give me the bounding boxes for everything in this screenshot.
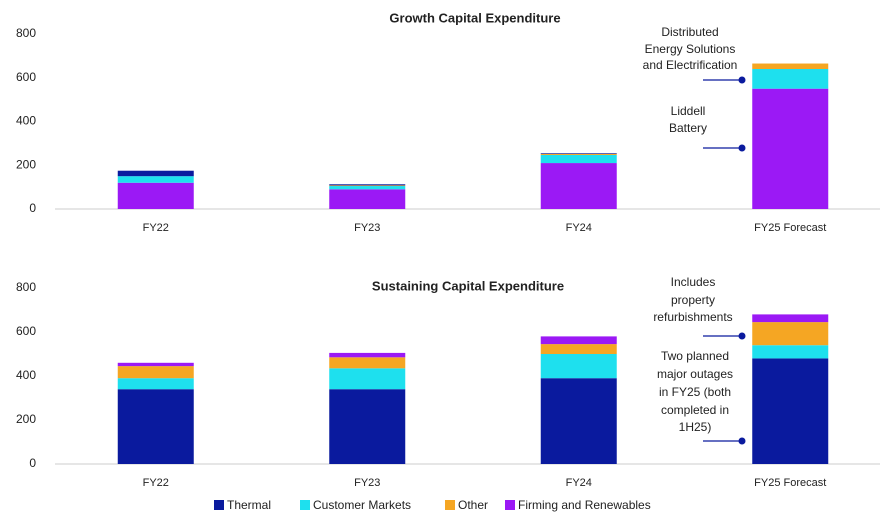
bar-segment bbox=[329, 189, 406, 209]
x-tick-label: FY22 bbox=[143, 222, 169, 234]
legend-swatch bbox=[445, 500, 455, 510]
x-tick-label: FY25 Forecast bbox=[754, 477, 826, 489]
annotation: refurbishments bbox=[653, 310, 732, 324]
y-tick-label: 600 bbox=[16, 324, 36, 338]
bar-segment bbox=[117, 170, 194, 177]
y-tick-label: 0 bbox=[29, 201, 36, 215]
bar-segment bbox=[117, 389, 194, 464]
y-tick-label: 800 bbox=[16, 26, 36, 40]
legend-label: Thermal bbox=[227, 498, 271, 512]
bar-segment bbox=[117, 378, 194, 390]
y-tick-label: 600 bbox=[16, 70, 36, 84]
y-tick-label: 400 bbox=[16, 114, 36, 128]
annotation: Liddell bbox=[671, 104, 706, 118]
annotation: 1H25) bbox=[679, 420, 712, 434]
annotation: completed in bbox=[661, 403, 729, 417]
bar-segment bbox=[752, 345, 829, 359]
bar-segment bbox=[752, 63, 829, 69]
chart-title: Sustaining Capital Expenditure bbox=[372, 278, 564, 293]
bar-segment bbox=[752, 314, 829, 323]
annotation: property bbox=[671, 293, 715, 307]
annotation: and Electrification bbox=[643, 58, 738, 72]
annotation: in FY25 (both bbox=[659, 385, 731, 399]
bar-segment bbox=[329, 184, 406, 186]
annotation-dot bbox=[738, 144, 746, 152]
bar-segment bbox=[752, 69, 829, 89]
x-tick-label: FY24 bbox=[566, 477, 592, 489]
annotation-dot bbox=[738, 76, 746, 84]
x-tick-label: FY25 Forecast bbox=[754, 222, 826, 234]
annotation-dot bbox=[738, 332, 746, 340]
x-tick-label: FY23 bbox=[354, 477, 380, 489]
bar-segment bbox=[540, 378, 617, 464]
bar-segment bbox=[329, 186, 406, 190]
y-tick-label: 400 bbox=[16, 368, 36, 382]
bar-segment bbox=[540, 344, 617, 354]
bar-segment bbox=[329, 389, 406, 464]
bar-segment bbox=[329, 368, 406, 390]
bar-segment bbox=[117, 362, 194, 367]
bar-segment bbox=[540, 163, 617, 209]
bar-segment bbox=[540, 153, 617, 155]
legend-label: Customer Markets bbox=[313, 498, 411, 512]
annotation: Two planned bbox=[661, 349, 729, 363]
chart-title: Growth Capital Expenditure bbox=[389, 10, 560, 25]
annotation-dot bbox=[738, 437, 746, 445]
bar-segment bbox=[329, 357, 406, 369]
annotation: major outages bbox=[657, 367, 733, 381]
legend-swatch bbox=[300, 500, 310, 510]
annotation: Includes bbox=[671, 275, 716, 289]
bar-segment bbox=[329, 352, 406, 358]
bar-segment bbox=[540, 154, 617, 164]
bar-segment bbox=[117, 182, 194, 209]
bar-segment bbox=[752, 322, 829, 346]
bar-segment bbox=[540, 153, 617, 154]
legend-label: Firming and Renewables bbox=[518, 498, 651, 512]
annotation: Energy Solutions bbox=[645, 42, 736, 56]
bar-segment bbox=[329, 185, 406, 187]
bar-segment bbox=[117, 366, 194, 379]
x-tick-label: FY22 bbox=[143, 477, 169, 489]
x-tick-label: FY23 bbox=[354, 222, 380, 234]
bar-segment bbox=[752, 358, 829, 464]
annotation: Battery bbox=[669, 121, 707, 135]
y-tick-label: 200 bbox=[16, 157, 36, 171]
x-tick-label: FY24 bbox=[566, 222, 592, 234]
legend-swatch bbox=[214, 500, 224, 510]
bar-segment bbox=[540, 336, 617, 345]
annotation: Distributed bbox=[661, 25, 718, 39]
bar-segment bbox=[117, 176, 194, 183]
y-tick-label: 200 bbox=[16, 412, 36, 426]
bar-segment bbox=[752, 88, 829, 209]
legend-label: Other bbox=[458, 498, 488, 512]
y-tick-label: 800 bbox=[16, 280, 36, 294]
y-tick-label: 0 bbox=[29, 456, 36, 470]
bar-segment bbox=[540, 354, 617, 379]
legend-swatch bbox=[505, 500, 515, 510]
